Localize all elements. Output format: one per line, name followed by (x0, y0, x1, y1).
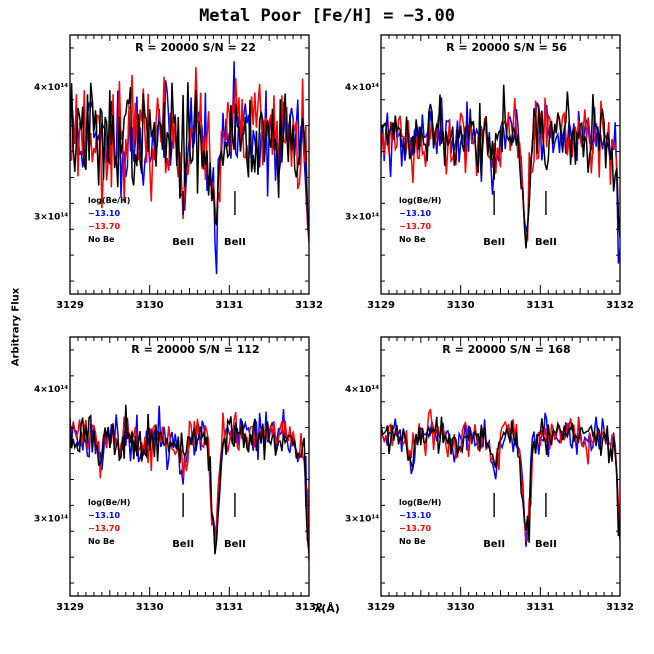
x-tick-label: 3129 (56, 602, 84, 613)
legend-entry: No Be (88, 537, 115, 546)
legend-entry: log(Be/H) (399, 498, 441, 507)
legend-entry: No Be (399, 235, 426, 244)
x-tick-label: 3131 (215, 300, 243, 311)
x-tick-label: 3130 (447, 300, 475, 311)
series-line-3 (70, 82, 309, 239)
panel-1: 3129 3130 3131 3132 3×10¹⁴ 4×10¹⁴ R = 20000 S/… (34, 34, 323, 311)
y-tick-label: 3×10¹⁴ (34, 514, 68, 524)
y-tick-label: 4×10¹⁴ (34, 385, 68, 395)
line-marker-label: BeII (224, 539, 246, 550)
line-marker-label: BeII (172, 237, 194, 248)
x-tick-label: 3130 (136, 602, 164, 613)
line-marker-label: BeII (483, 237, 505, 248)
y-tick-label: 3×10¹⁴ (345, 212, 379, 222)
x-tick-label: 3132 (606, 602, 634, 613)
legend-entry: −13.10 (399, 511, 431, 520)
line-marker-label: BeII (224, 237, 246, 248)
y-tick-label: 3×10¹⁴ (34, 212, 68, 222)
series-line-3 (381, 416, 620, 543)
legend-entry: No Be (399, 537, 426, 546)
y-tick-label: 4×10¹⁴ (345, 83, 379, 93)
x-tick-label: 3131 (215, 602, 243, 613)
spectra (381, 408, 620, 547)
legend-entry: log(Be/H) (88, 498, 130, 507)
legend-entry: −13.70 (399, 524, 431, 533)
x-tick-label: 3129 (367, 602, 395, 613)
legend-entry: −13.70 (88, 524, 120, 533)
spectra (381, 84, 620, 264)
x-tick-label: 3131 (526, 602, 554, 613)
legend-entry: −13.70 (88, 222, 120, 231)
series-line-3 (70, 404, 309, 555)
line-marker-label: BeII (172, 539, 194, 550)
panel-3: 3129 3130 3131 3132 3×10¹⁴ 4×10¹⁴ R = 20000 S/… (34, 336, 323, 613)
line-marker-label: BeII (483, 539, 505, 550)
x-tick-label: 3130 (447, 602, 475, 613)
y-tick-label: 4×10¹⁴ (345, 385, 379, 395)
legend-entry: −13.10 (88, 209, 120, 218)
x-tick-label: 3131 (526, 300, 554, 311)
x-tick-label: 3132 (606, 300, 634, 311)
x-tick-label: 3129 (367, 300, 395, 311)
plot-frame (69, 336, 310, 597)
series-line-3 (381, 84, 620, 249)
panel-title: R = 20000 S/N = 56 (446, 41, 567, 54)
legend-entry: −13.10 (399, 209, 431, 218)
x-axis-label: λ(Å) (314, 602, 340, 615)
x-tick-label: 3132 (295, 300, 323, 311)
panel-title: R = 20000 S/N = 22 (135, 41, 256, 54)
plot-frame (380, 336, 621, 597)
line-marker-label: BeII (535, 237, 557, 248)
panel-4: 3129 3130 3131 3132 3×10¹⁴ 4×10¹⁴ R = 20000 S/… (345, 336, 634, 613)
series-line-2 (381, 408, 620, 542)
legend-entry: No Be (88, 235, 115, 244)
legend-entry: −13.70 (399, 222, 431, 231)
y-tick-label: 3×10¹⁴ (345, 514, 379, 524)
spectra (70, 61, 309, 275)
legend-entry: log(Be/H) (88, 196, 130, 205)
panel-title: R = 20000 S/N = 168 (442, 343, 570, 356)
x-tick-label: 3130 (136, 300, 164, 311)
x-tick-label: 3129 (56, 300, 84, 311)
series-line-2 (381, 97, 620, 242)
spectra (70, 404, 309, 562)
figure-title: Metal Poor [Fe/H] = −3.00 (199, 6, 455, 26)
legend-entry: −13.10 (88, 511, 120, 520)
x-tick-label: 3132 (295, 602, 323, 613)
y-tick-label: 4×10¹⁴ (34, 83, 68, 93)
panel-title: R = 20000 S/N = 112 (131, 343, 259, 356)
legend-entry: log(Be/H) (399, 196, 441, 205)
panel-2: 3129 3130 3131 3132 3×10¹⁴ 4×10¹⁴ R = 20000 S/… (345, 34, 634, 311)
line-marker-label: BeII (535, 539, 557, 550)
